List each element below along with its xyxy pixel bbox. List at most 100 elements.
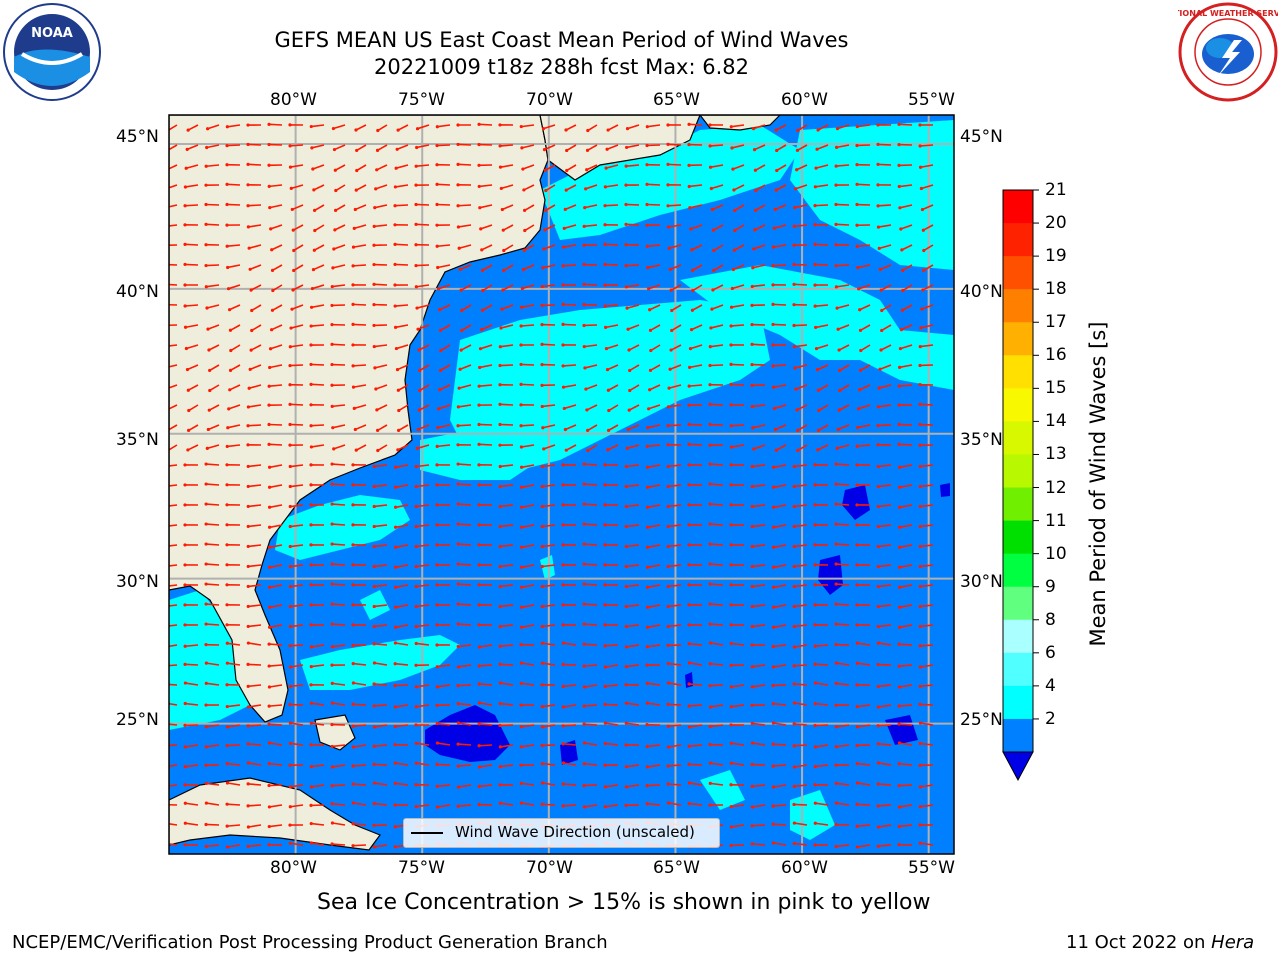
wave-arrow-head	[687, 623, 691, 627]
wave-arrow-head	[498, 422, 502, 427]
wave-arrow	[169, 544, 178, 547]
wave-arrow-head	[395, 147, 399, 151]
wave-arrow	[437, 784, 451, 788]
wave-arrow	[458, 424, 472, 427]
wave-arrow	[647, 604, 661, 609]
wave-arrow	[480, 344, 493, 350]
wave-arrow-head	[351, 483, 355, 487]
wave-arrow	[899, 804, 913, 808]
wave-arrow	[818, 404, 829, 412]
wave-arrow	[921, 304, 934, 310]
wave-arrow	[500, 604, 514, 608]
wave-arrow	[206, 623, 220, 626]
wave-arrow-head	[165, 168, 168, 171]
wave-arrow	[374, 564, 388, 568]
wave-arrow	[354, 224, 367, 230]
wave-arrow-head	[372, 642, 376, 646]
wave-arrow-head	[603, 503, 607, 507]
wave-arrow	[815, 663, 829, 666]
wave-arrow-head	[414, 263, 418, 268]
wave-arrow-head	[710, 307, 714, 311]
wave-arrow	[416, 164, 430, 167]
nws-logo-text: NATIONAL WEATHER SERVICE	[1178, 9, 1278, 18]
wave-arrow-head	[396, 448, 400, 452]
wave-arrow-head	[414, 584, 418, 589]
wave-arrow	[794, 204, 808, 209]
wave-arrow-head	[435, 603, 439, 607]
wave-arrow	[502, 224, 514, 231]
wave-arrow-head	[521, 267, 526, 272]
wave-arrow-head	[393, 525, 398, 529]
wave-arrow	[461, 304, 472, 312]
wave-arrow-head	[309, 721, 313, 725]
wave-arrow	[186, 344, 199, 350]
wave-arrow-head	[225, 503, 229, 507]
wave-arrow	[169, 644, 178, 648]
lon-label-65w-top: 65°W	[653, 90, 700, 110]
wave-arrow	[899, 504, 913, 509]
wave-arrow-head	[687, 661, 692, 665]
wave-arrow	[374, 624, 388, 628]
wave-arrow-head	[414, 564, 418, 569]
wave-arrow-head	[774, 188, 778, 192]
wave-arrow-head	[162, 244, 165, 247]
wave-arrow	[900, 224, 913, 230]
wave-arrow-head	[477, 503, 481, 507]
wave-arrow	[920, 403, 934, 406]
wave-arrow	[460, 344, 472, 351]
wave-arrow-head	[897, 422, 901, 427]
wave-arrow	[815, 644, 829, 647]
lon-label-55w-top: 55°W	[908, 90, 955, 110]
wave-arrow-head	[792, 243, 796, 247]
wave-arrow-head	[708, 522, 712, 526]
wave-arrow-head	[689, 227, 693, 231]
colorbar-tick-label: 19	[1045, 246, 1067, 267]
wave-arrow	[332, 343, 346, 346]
wave-arrow	[479, 204, 493, 209]
wave-arrow	[731, 684, 745, 688]
wave-arrow	[521, 782, 535, 786]
wave-arrow-head	[436, 265, 440, 270]
wave-arrow	[731, 383, 745, 386]
wave-arrow	[500, 624, 514, 628]
wave-arrow	[608, 384, 619, 391]
wave-arrow-head	[414, 723, 418, 727]
wave-arrow	[647, 644, 661, 648]
wave-arrow-head	[498, 144, 502, 148]
colorbar-segment	[1003, 718, 1033, 753]
wave-arrow-head	[225, 603, 229, 607]
wave-arrow-head	[835, 446, 839, 450]
wave-arrow	[755, 164, 766, 171]
wave-arrow-head	[330, 802, 334, 806]
wave-arrow-head	[183, 765, 187, 769]
wave-arrow-head	[204, 164, 208, 168]
wave-arrow-head	[687, 781, 692, 785]
wave-arrow-head	[666, 183, 670, 187]
wave-arrow-head	[729, 623, 733, 627]
wave-arrow	[752, 624, 766, 628]
wave-arrow	[878, 224, 892, 228]
wave-arrow-head	[330, 323, 334, 327]
wave-arrow-head	[771, 343, 775, 347]
wave-arrow-head	[311, 167, 315, 171]
wave-arrow	[185, 184, 199, 188]
wave-arrow-head	[582, 482, 586, 486]
wave-arrow-head	[838, 368, 842, 373]
wave-arrow	[836, 444, 850, 450]
wave-arrow-head	[372, 704, 376, 708]
colorbar-tick-label: 11	[1045, 510, 1067, 531]
wave-arrow-head	[750, 322, 754, 327]
wave-arrow-head	[477, 442, 481, 446]
wave-arrow-head	[899, 327, 904, 332]
wave-arrow-head	[899, 227, 903, 231]
wave-arrow	[920, 344, 934, 348]
wave-arrow	[922, 204, 934, 211]
wave-arrow	[185, 682, 199, 686]
wave-arrow	[731, 704, 745, 708]
wave-arrow-head	[645, 202, 649, 207]
wave-arrow-head	[708, 724, 712, 729]
wave-arrow	[734, 224, 745, 232]
wave-arrow	[689, 642, 703, 646]
wave-arrow-head	[267, 642, 271, 646]
wave-arrow	[731, 642, 745, 646]
